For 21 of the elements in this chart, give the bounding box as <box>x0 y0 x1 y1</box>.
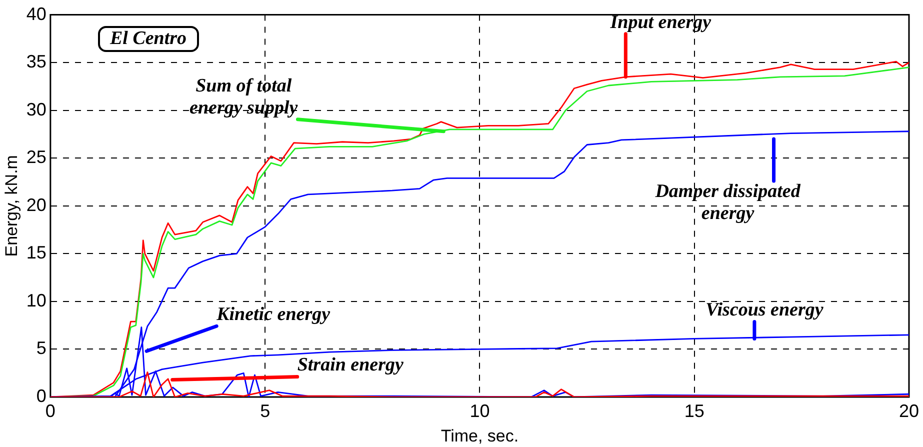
y-tick-label: 20 <box>26 194 46 215</box>
annotation: Damper dissipated energy <box>654 180 801 224</box>
x-tick-label: 20 <box>898 400 920 421</box>
y-tick-label: 15 <box>26 242 46 263</box>
y-tick-label: 30 <box>26 99 46 120</box>
annotation: Strain energy <box>297 354 404 376</box>
y-tick-label: 5 <box>36 338 46 358</box>
x-tick-label: 15 <box>684 400 704 421</box>
y-tick-label: 40 <box>26 4 46 24</box>
annotation: Input energy <box>609 12 712 33</box>
y-tick-label: 0 <box>36 386 46 406</box>
text: El Centro <box>98 26 199 52</box>
x-axis-title: Time, sec. <box>440 426 519 446</box>
x-tick-label: 5 <box>260 400 270 421</box>
y-tick-label: 35 <box>26 52 46 72</box>
annotation: Viscous energy <box>706 300 824 321</box>
x-tick-label: 10 <box>470 400 490 421</box>
y-tick-label: 25 <box>26 147 46 168</box>
y-axis-title: Energy, kN.m <box>2 155 21 257</box>
y-tick-label: 10 <box>26 290 46 310</box>
annotation: Kinetic energy <box>216 304 331 326</box>
